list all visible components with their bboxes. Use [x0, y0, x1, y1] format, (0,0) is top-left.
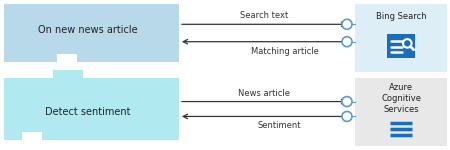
Text: News article: News article	[238, 88, 291, 98]
Circle shape	[342, 111, 352, 122]
FancyBboxPatch shape	[387, 34, 415, 58]
Circle shape	[342, 19, 352, 29]
Polygon shape	[4, 4, 179, 62]
Circle shape	[342, 37, 352, 47]
Text: Bing Search: Bing Search	[376, 12, 426, 21]
Text: Azure
Cognitive
Services: Azure Cognitive Services	[381, 83, 421, 114]
Polygon shape	[4, 70, 179, 140]
Text: Matching article: Matching article	[251, 47, 319, 56]
Text: Search text: Search text	[240, 11, 288, 20]
Text: On new news article: On new news article	[38, 24, 138, 34]
FancyBboxPatch shape	[355, 78, 447, 146]
Text: Detect sentiment: Detect sentiment	[45, 107, 131, 117]
Circle shape	[404, 40, 410, 46]
FancyBboxPatch shape	[355, 4, 447, 72]
Text: Sentiment: Sentiment	[258, 122, 301, 130]
Circle shape	[402, 38, 413, 49]
Circle shape	[342, 97, 352, 106]
